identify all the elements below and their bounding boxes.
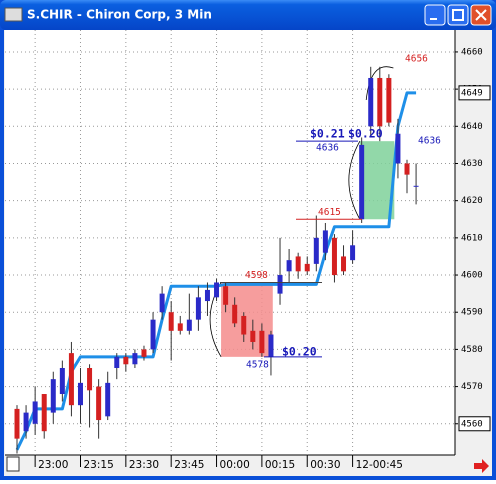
candle-body xyxy=(313,237,319,264)
y-tick-box xyxy=(458,416,491,432)
candle-body xyxy=(159,293,165,313)
candle-body xyxy=(87,367,93,391)
candle-body xyxy=(304,263,310,272)
candle-body xyxy=(223,286,229,305)
candle-body xyxy=(377,77,383,127)
range-high-label: 4598 xyxy=(245,270,268,281)
candle-body xyxy=(322,230,328,253)
x-tick-label: 23:00 xyxy=(38,459,68,471)
candle-body xyxy=(168,312,174,331)
candle-body xyxy=(186,319,192,331)
y-tick-label: 4620 xyxy=(461,196,483,206)
candle-body xyxy=(350,245,356,261)
range-high-label: 4636 xyxy=(316,143,339,154)
price-label: 4636 xyxy=(418,136,441,147)
x-tick-label: 23:30 xyxy=(129,459,159,471)
range-change-label: $0.21 xyxy=(310,127,345,141)
candle-body xyxy=(214,282,220,298)
y-tick-label: 4560 xyxy=(461,419,483,429)
candle-body xyxy=(68,353,74,406)
candle-body xyxy=(295,256,301,272)
candle-body xyxy=(277,275,283,294)
candle-body xyxy=(286,260,292,272)
range-curve xyxy=(348,140,361,220)
x-tick-label: 23:45 xyxy=(174,459,204,471)
maximize-button[interactable] xyxy=(447,4,469,26)
range-low-label: 4615 xyxy=(318,207,341,218)
y-tick-label: 4600 xyxy=(461,271,483,281)
candle-body xyxy=(413,185,419,187)
candle-body xyxy=(50,379,56,413)
candle-body xyxy=(404,163,410,175)
candle-body xyxy=(331,237,337,276)
x-tick-label: 00:15 xyxy=(265,459,295,471)
title-bar xyxy=(0,0,496,30)
candle-body xyxy=(132,353,138,365)
candle-body xyxy=(23,412,29,432)
maximize-icon xyxy=(452,9,464,21)
y-tick-label: 4610 xyxy=(461,233,483,243)
candle-body xyxy=(341,256,347,272)
candle-body xyxy=(105,382,111,417)
candle-body xyxy=(96,386,102,421)
candle-body xyxy=(59,367,65,395)
y-tick-label: 4660 xyxy=(461,47,483,57)
minimize-button[interactable] xyxy=(424,4,446,26)
scroll-arrow[interactable] xyxy=(474,459,489,473)
candle-body xyxy=(204,289,210,302)
last-price-label: 4649 xyxy=(461,88,483,98)
price-label: 4656 xyxy=(405,53,428,64)
candle-body xyxy=(141,349,147,357)
y-tick-label: 4570 xyxy=(461,382,483,392)
candle-body xyxy=(359,144,365,220)
app-icon xyxy=(4,7,23,22)
candle-body xyxy=(177,323,183,331)
x-tick-label: 00:00 xyxy=(220,459,250,471)
candle-body xyxy=(32,401,38,424)
last-price-box xyxy=(458,85,491,101)
candle-body xyxy=(114,356,120,368)
range-curve xyxy=(365,66,394,101)
candle-body xyxy=(41,394,47,432)
range-low-label: 4578 xyxy=(246,359,269,370)
window-buttons[interactable] xyxy=(424,4,492,26)
range-change-label: $0.20 xyxy=(282,345,317,359)
x-tick-label: 00:30 xyxy=(310,459,340,471)
candle-body xyxy=(150,319,156,350)
candle-body xyxy=(259,330,265,354)
window-title: S.CHIR - Chiron Corp, 3 Min xyxy=(27,8,212,22)
scroll-box[interactable] xyxy=(6,456,20,472)
range-change-label: $0.20 xyxy=(348,127,383,141)
y-tick-label: 4580 xyxy=(461,345,483,355)
candle-body xyxy=(123,356,129,365)
y-tick-label: 4590 xyxy=(461,308,483,318)
y-tick-label: 4640 xyxy=(461,122,483,132)
candle-body xyxy=(395,133,401,164)
range-box xyxy=(359,141,395,220)
candle-body xyxy=(195,297,201,320)
candle-body xyxy=(268,334,274,357)
candle-body xyxy=(368,77,374,127)
candle-body xyxy=(386,77,392,123)
y-tick-label: 4630 xyxy=(461,159,483,169)
candle-body xyxy=(241,315,247,335)
candle-body xyxy=(77,382,83,406)
candle-body xyxy=(14,408,20,439)
range-box xyxy=(221,282,273,357)
candle-body xyxy=(232,304,238,324)
x-tick-label: 12-00:45 xyxy=(356,459,403,471)
x-tick-label: 23:15 xyxy=(83,459,113,471)
candle-body xyxy=(250,330,256,342)
close-icon xyxy=(475,9,487,21)
